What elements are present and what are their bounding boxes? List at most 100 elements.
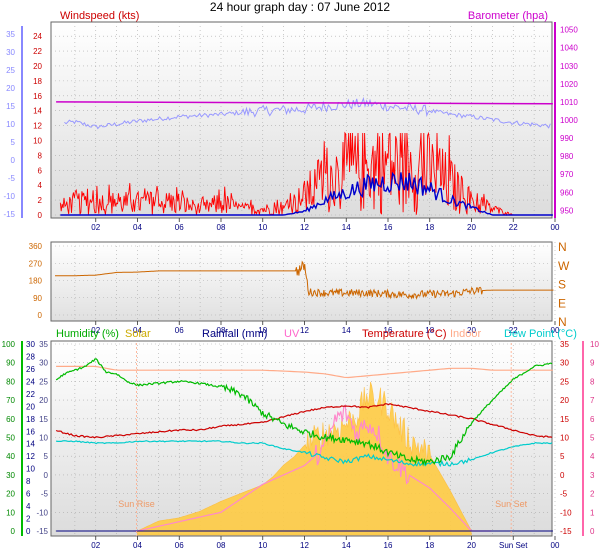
uv-tick-label: 3 [590,471,595,480]
uv-tick-label: 7 [590,396,595,405]
compass-label: N [558,240,567,254]
legend-entry: Temperature (°C) [362,328,446,340]
uv-tick-label: 4 [590,452,595,461]
humidity-tick-label: 80 [6,377,15,386]
x-tick-label-direction: 02 [91,326,100,335]
x-tick-label-bottom: 10 [258,541,267,550]
x-tick-label-direction: 18 [425,326,434,335]
wind-tick-label: 24 [33,32,42,41]
x-tick-label-direction: 06 [175,326,184,335]
outer-left-tick-label: 15 [6,102,15,111]
axis3-tick-label: -5 [41,490,49,499]
x-tick-label: 00 [551,223,560,232]
wind-tick-label: 18 [33,77,42,86]
temperature-tick-label: 35 [560,340,569,349]
series-wind-average [60,171,553,216]
barometer-tick-label: 970 [560,170,574,179]
legend-entry: Humidity (%) [56,328,119,340]
x-tick-label: 16 [384,223,393,232]
barometer-tick-label: 1010 [560,98,578,107]
wind-tick-label: 16 [33,92,42,101]
legend-entry: Dew Point (°C) [504,328,577,340]
x-tick-label-bottom: 04 [133,541,142,550]
uv-tick-label: 10 [590,340,599,349]
x-tick-label-direction: 12 [300,326,309,335]
temperature-tick-label: 0 [560,471,565,480]
direction-tick-label: 0 [38,311,43,320]
humidity-tick-label: 100 [2,340,16,349]
uv-tick-label: 2 [590,490,595,499]
temperature-tick-label: 15 [560,415,569,424]
wind-tick-label: 14 [33,107,42,116]
wind-tick-label: 0 [38,211,43,220]
outer-left-tick-label: 25 [6,66,15,75]
rain-tick-label: 20 [26,402,35,411]
barometer-tick-label: 990 [560,134,574,143]
temperature-tick-label: 5 [560,452,565,461]
series-dewpoint [55,440,553,468]
windspeed-axis-label: Windspeed (kts) [60,10,139,22]
x-tick-label: 14 [342,223,351,232]
axis3-tick-label: 15 [39,415,48,424]
wind-tick-label: 12 [33,122,42,131]
compass-label: N [558,315,567,329]
direction-tick-label: 90 [33,294,42,303]
x-tick-label: 18 [425,223,434,232]
humidity-tick-label: 70 [6,396,15,405]
x-tick-label-bottom: 14 [342,541,351,550]
direction-tick-label: 360 [29,242,43,251]
compass-label: W [558,259,570,273]
barometer-tick-label: 1000 [560,116,578,125]
rain-tick-label: 14 [26,440,35,449]
sunset-label: Sun Set [495,499,528,509]
rain-tick-label: 0 [26,527,31,536]
rain-tick-label: 6 [26,490,31,499]
barometer-axis-label: Barometer (hpa) [468,10,548,22]
x-tick-label-bottom: 12 [300,541,309,550]
x-tick-label-bottom: 20 [467,541,476,550]
x-tick-label-direction: 08 [217,326,226,335]
uv-tick-label: 8 [590,377,595,386]
x-tick-label-bottom: 06 [175,541,184,550]
series-wind-direction [55,260,554,300]
direction-tick-label: 180 [29,277,43,286]
wind-tick-label: 4 [38,181,43,190]
x-tick-label: 12 [300,223,309,232]
x-tick-label: 20 [467,223,476,232]
humidity-tick-label: 0 [11,527,16,536]
wind-tick-label: 20 [33,62,42,71]
wind-tick-label: 10 [33,136,42,145]
x-tick-label-bottom: 02 [91,541,100,550]
series-temperature [55,403,553,439]
outer-left-tick-label: 10 [6,120,15,129]
rain-tick-label: 28 [26,352,35,361]
wind-tick-label: 8 [38,151,43,160]
rain-tick-label: 30 [26,340,35,349]
humidity-tick-label: 30 [6,471,15,480]
chart-title: 24 hour graph day : 07 June 2012 [210,0,390,14]
x-tick-label: 08 [217,223,226,232]
x-tick-label-bottom: 08 [217,541,226,550]
x-tick-label-bottom: 16 [384,541,393,550]
rain-tick-label: 16 [26,427,35,436]
temperature-tick-label: 10 [560,434,569,443]
humidity-tick-label: 20 [6,490,15,499]
rain-tick-label: 18 [26,415,35,424]
rain-tick-label: 26 [26,365,35,374]
rain-tick-label: 22 [26,390,35,399]
compass-label: E [558,296,566,310]
wind-tick-label: 2 [38,196,43,205]
humidity-tick-label: 50 [6,434,15,443]
x-tick-label-bottom: 00 [551,541,560,550]
uv-tick-label: 5 [590,434,595,443]
barometer-tick-label: 1020 [560,80,578,89]
temperature-tick-label: 25 [560,377,569,386]
x-tick-label: 02 [91,223,100,232]
axis3-tick-label: 35 [39,340,48,349]
series-indoor [56,365,553,379]
outer-left-tick-label: 0 [11,156,16,165]
x-tick-label-bottom: 18 [425,541,434,550]
